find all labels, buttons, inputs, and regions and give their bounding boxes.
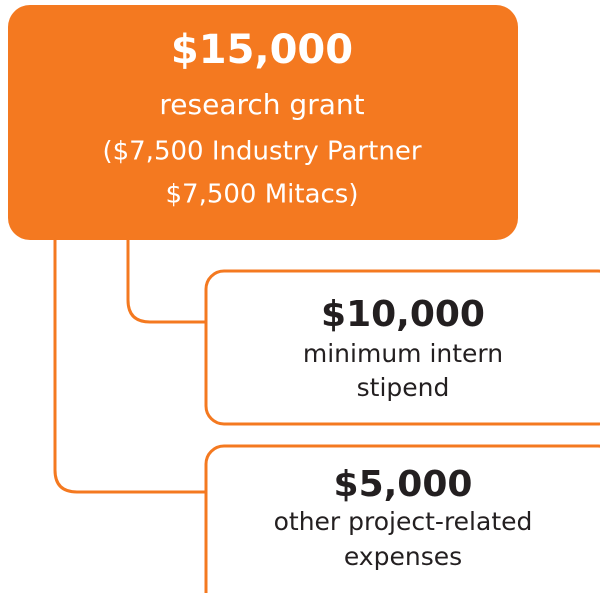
stipend-label: stipend (357, 373, 450, 402)
expenses-amount: $5,000 (334, 464, 473, 505)
connector (126, 238, 207, 324)
main-label: $7,500 Mitacs) (165, 180, 358, 210)
main-amount: $15,000 (171, 27, 353, 73)
expenses-label: other project-related (274, 507, 533, 536)
expenses-box (204, 444, 600, 593)
main-label: research grant (159, 88, 364, 121)
main-box (8, 5, 518, 240)
connector (53, 238, 207, 494)
stipend-box (204, 269, 600, 426)
stipend-label: minimum intern (303, 339, 503, 368)
main-label: ($7,500 Industry Partner (102, 137, 421, 167)
expenses-label: expenses (344, 542, 462, 571)
stipend-amount: $10,000 (321, 294, 485, 335)
